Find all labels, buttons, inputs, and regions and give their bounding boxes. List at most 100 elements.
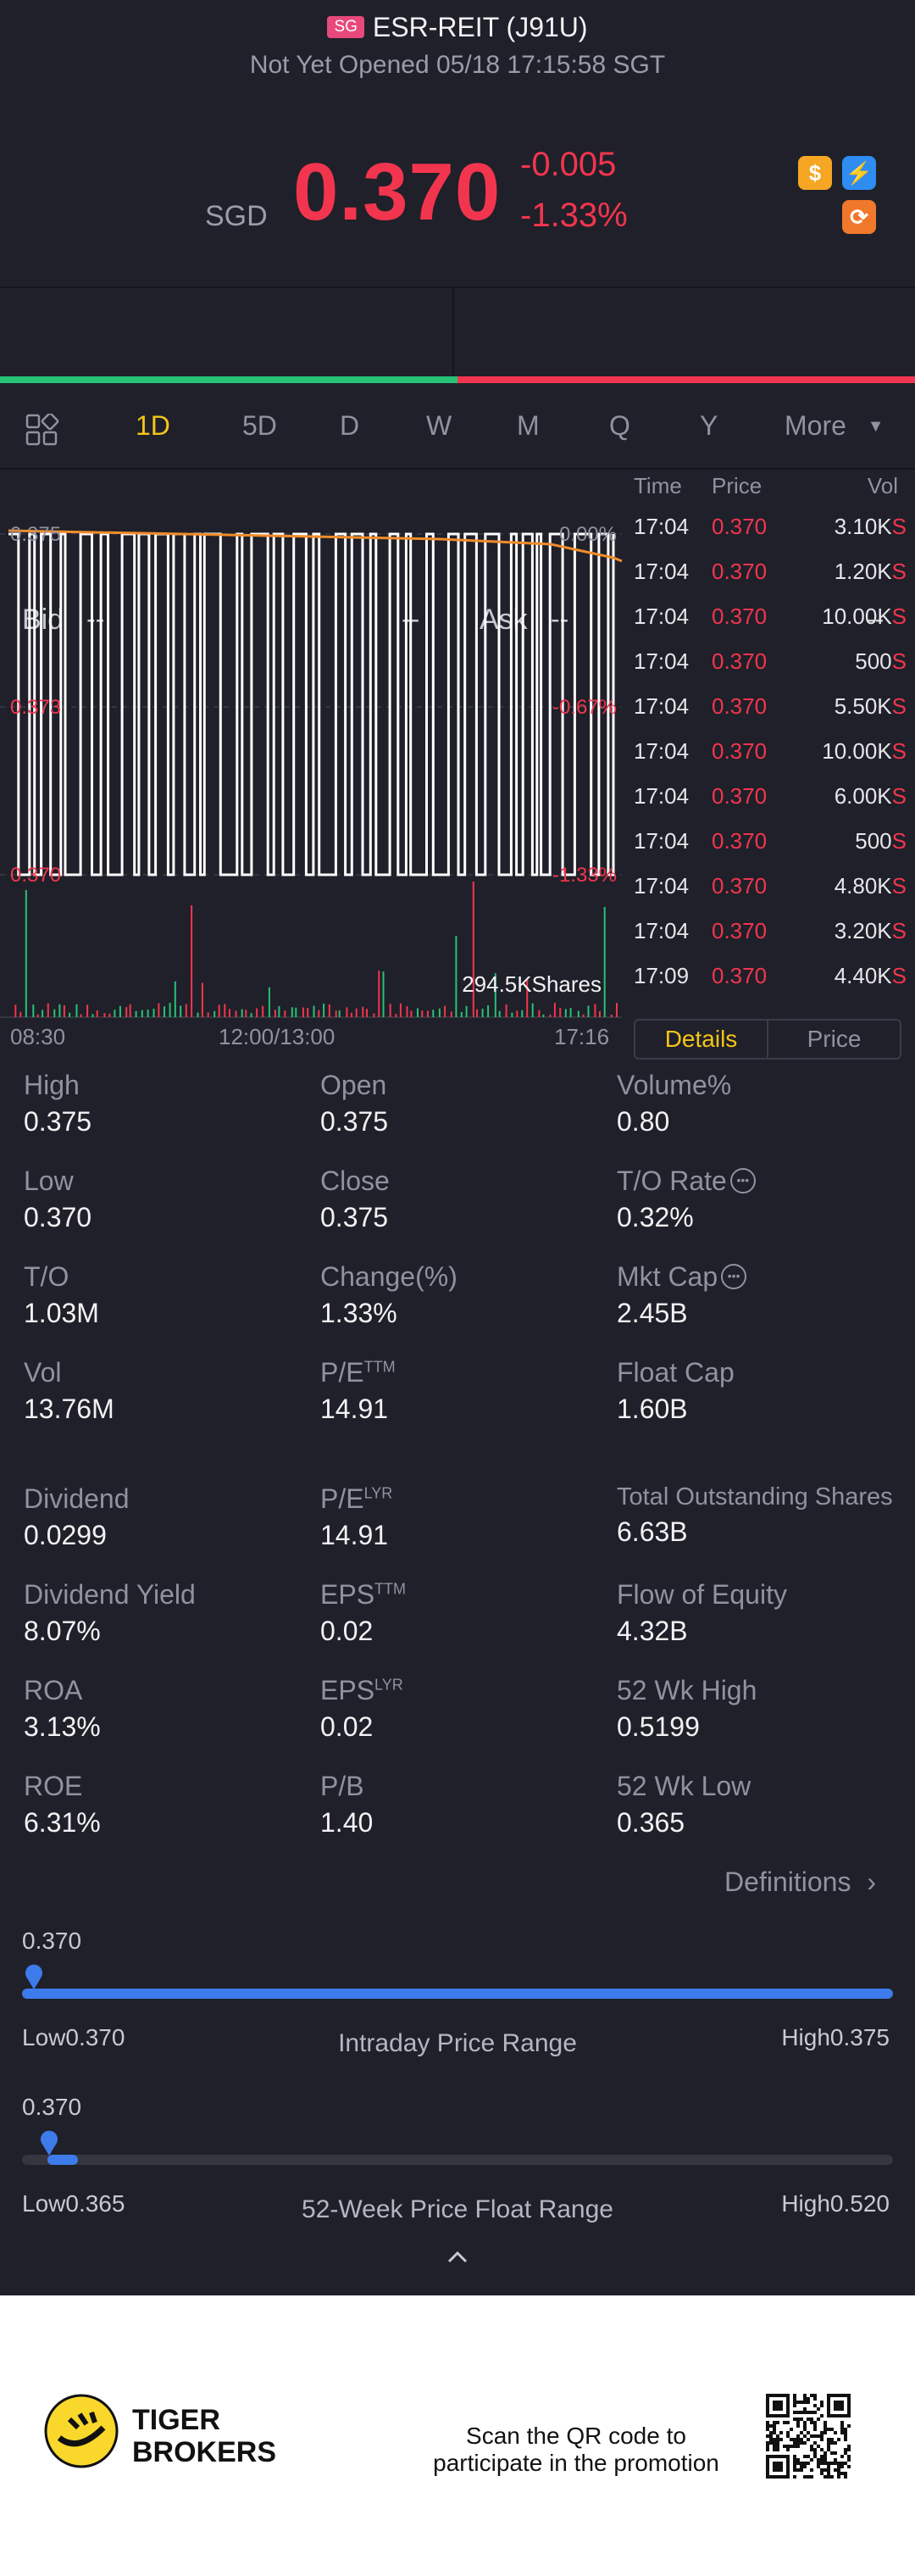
stat-value: 6.31%	[24, 1807, 101, 1838]
trade-price: 0.370	[712, 604, 768, 629]
stat-label: P/B	[320, 1771, 364, 1801]
range-low-label: Low	[22, 2190, 66, 2217]
currency-label: SGD	[205, 200, 268, 232]
stock-title: SG ESR-REIT (J91U)	[0, 12, 915, 43]
stat-label: P/E	[320, 1357, 364, 1388]
stat-label: Open	[320, 1070, 387, 1100]
promo-footer: TIGER BROKERS Scan the QR code to partic…	[0, 2295, 915, 2576]
trade-row: 17:04 0.370 3.10KS	[627, 514, 915, 559]
stat-value: 1.60B	[617, 1394, 688, 1424]
trade-vol: 500	[855, 648, 892, 674]
chart-canvas: 0.375 0.373 0.370 0.00% -0.67% -1.33% 29…	[0, 523, 623, 1018]
exchange-icon[interactable]: ⟳	[842, 200, 876, 234]
stat-label: Change(%)	[320, 1261, 458, 1292]
collapse-chevron-up-icon[interactable]	[442, 2245, 473, 2268]
volume-bar	[262, 1005, 264, 1017]
volume-bar	[559, 1008, 562, 1017]
stat-label: T/O	[24, 1261, 69, 1292]
tab-more[interactable]: More ▼	[785, 410, 884, 442]
stat-value: 1.40	[320, 1807, 374, 1838]
volume-bar	[338, 1010, 341, 1017]
trade-vol: 4.80K	[834, 873, 892, 899]
stat-value: 1.33%	[320, 1298, 397, 1328]
trade-row: 17:04 0.370 500S	[627, 648, 915, 693]
x-axis: 08:30 12:00/13:00 17:16	[0, 1024, 627, 1058]
trade-side: S	[891, 559, 907, 584]
volume-bar	[224, 1004, 226, 1017]
trades-list[interactable]: 17:04 0.370 3.10KS 17:04 0.370 1.20KS 17:04 0…	[627, 514, 915, 1014]
volume-bar	[53, 1009, 56, 1017]
stat-label-sup: LYR	[363, 1484, 393, 1502]
52-week-range: 0.370 Low0.365 52-Week Price Float Range…	[0, 2090, 915, 2226]
stat-label: Float Cap	[617, 1357, 735, 1388]
volume-bar	[328, 1004, 330, 1017]
stat-value: 0.375	[320, 1202, 389, 1232]
stat-dividend: Dividend 0.0299	[24, 1483, 320, 1551]
stat-label: Low	[24, 1166, 74, 1196]
intraday-chart[interactable]: 0.375 0.373 0.370 0.00% -0.67% -1.33% 29…	[0, 471, 627, 1022]
volume-bar	[158, 1003, 160, 1017]
tab-y[interactable]: Y	[700, 410, 718, 441]
stat-pb: P/B 1.40	[320, 1771, 617, 1839]
definitions-link[interactable]: Definitions ›	[724, 1867, 876, 1898]
volume-bar	[47, 1003, 49, 1017]
more-info-icon[interactable]: •••	[721, 1263, 747, 1289]
tab-q[interactable]: Q	[609, 410, 630, 441]
trade-vol: 500	[855, 828, 892, 854]
flash-icon[interactable]: ⚡	[842, 156, 876, 190]
y-tick-label: 0.370	[10, 864, 61, 887]
tab-w[interactable]: W	[426, 410, 452, 441]
price-change: -0.005	[520, 146, 617, 183]
volume-bar	[511, 1012, 513, 1017]
range-fill	[47, 2155, 78, 2165]
stat-value: 3.13%	[24, 1711, 101, 1742]
trade-vol: 10.00K	[822, 604, 892, 629]
segment-details[interactable]: Details	[635, 1021, 768, 1058]
stat-vol: Vol 13.76M	[24, 1357, 320, 1425]
ask-ratio-bar	[458, 376, 915, 383]
segment-price[interactable]: Price	[807, 1026, 862, 1052]
grid-icon[interactable]	[25, 412, 59, 448]
trade-vol: 5.50K	[834, 693, 892, 719]
trade-time: 17:09	[634, 963, 690, 988]
trade-vol: 3.20K	[834, 918, 892, 943]
x-tick-label: 17:16	[554, 1024, 610, 1049]
trade-row: 17:04 0.370 10.00KS	[627, 738, 915, 783]
qr-code[interactable]	[766, 2394, 851, 2479]
volume-bar	[307, 1008, 309, 1017]
volume-bar	[395, 1014, 397, 1017]
last-price: 0.370	[293, 147, 502, 237]
trades-header: Time Price Vol	[627, 471, 915, 502]
tab-d[interactable]: D	[340, 410, 360, 441]
stat-value: 0.5199	[617, 1711, 700, 1742]
more-info-icon[interactable]: •••	[729, 1167, 756, 1193]
stat-float-cap: Float Cap 1.60B	[617, 1357, 913, 1425]
dividend-icon[interactable]: $	[798, 156, 832, 190]
bid-panel[interactable]: Bid -- --	[0, 288, 452, 636]
price-series-line	[8, 532, 615, 876]
volume-bar	[201, 982, 203, 1017]
stat-52wk-low: 52 Wk Low 0.365	[617, 1771, 913, 1839]
col-vol: Vol	[867, 473, 898, 498]
trade-side: S	[891, 963, 907, 988]
trade-price: 0.370	[712, 963, 768, 988]
market-badge: SG	[327, 15, 364, 38]
stat-value: 8.07%	[24, 1616, 101, 1646]
tab-5d[interactable]: 5D	[242, 410, 277, 441]
range-low-label: Low	[22, 2024, 66, 2050]
bid-ratio-bar	[0, 376, 458, 383]
volume-bar	[245, 1010, 247, 1017]
stat-value: 0.375	[24, 1106, 92, 1137]
tab-m[interactable]: M	[517, 410, 540, 441]
stat-high: High 0.375	[24, 1070, 320, 1138]
trade-row: 17:04 0.370 3.20KS	[627, 918, 915, 963]
volume-bar	[373, 1013, 375, 1017]
volume-bar	[577, 1010, 580, 1017]
chevron-right-icon: ›	[867, 1867, 876, 1897]
range-high-value: 0.520	[829, 2190, 890, 2217]
tab-1d[interactable]: 1D	[136, 410, 170, 441]
volume-bar	[174, 981, 176, 1017]
volume-bar	[587, 1005, 590, 1017]
volume-bar	[531, 1003, 534, 1017]
volume-bar	[180, 1005, 182, 1017]
